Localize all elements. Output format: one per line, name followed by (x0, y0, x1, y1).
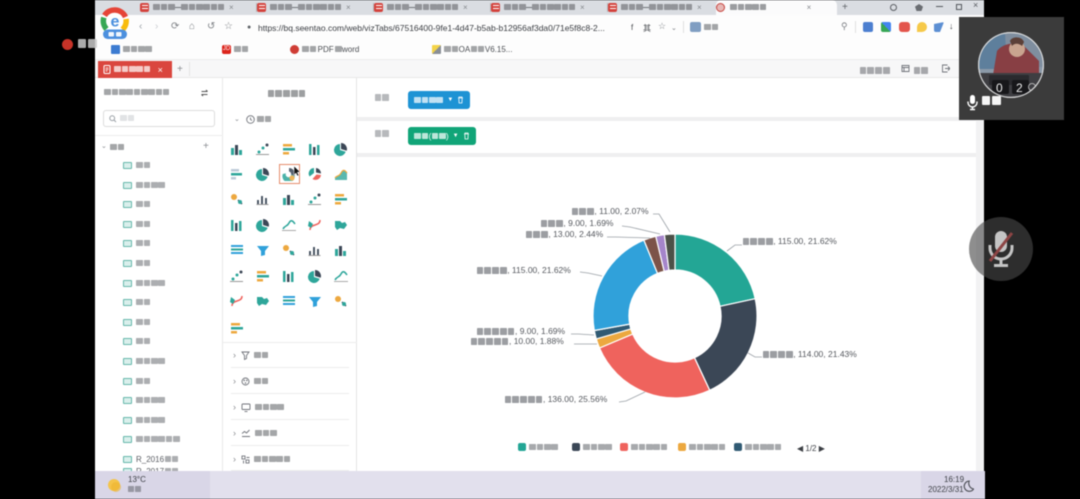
svg-text:e: e (111, 14, 120, 31)
svg-text:0: 0 (996, 81, 1003, 95)
svg-text:2: 2 (1016, 81, 1023, 95)
